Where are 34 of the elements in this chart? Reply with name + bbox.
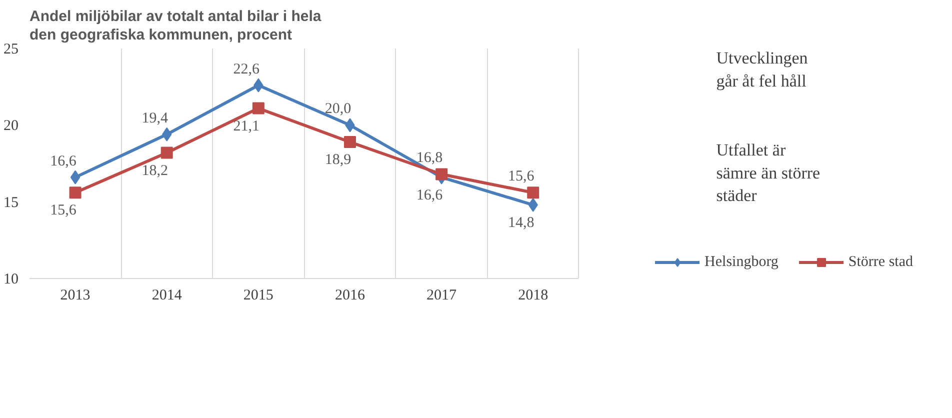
data-label: 15,6	[508, 168, 535, 185]
data-label: 16,6	[50, 153, 77, 170]
point	[70, 170, 80, 184]
data-label: 18,2	[142, 162, 168, 179]
x-tick-label: 2018	[518, 288, 548, 304]
legend-label: Större stad	[848, 254, 913, 270]
x-tick-label: 2014	[152, 288, 182, 304]
data-label: 19,4	[142, 110, 168, 126]
chart-title: Andel miljöbilar av totalt antal bilar i hela den geografiska kommunen, procent	[30, 8, 322, 44]
point	[436, 168, 448, 180]
point	[160, 146, 173, 159]
data-label: 22,6	[233, 61, 260, 78]
data-label: 16,8	[416, 150, 443, 166]
point	[252, 102, 264, 114]
x-tick-label: 2013	[60, 288, 90, 304]
data-label: 15,6	[50, 202, 77, 219]
text: Utvecklingen går åt fel håll	[716, 48, 808, 90]
data-label: 21,1	[233, 118, 260, 134]
y-tick-label: 20	[4, 118, 18, 134]
data-label: 16,6	[416, 187, 444, 204]
y-tick-label: 15	[4, 194, 18, 211]
y-tick-label: 10	[4, 272, 18, 288]
x-tick-label: 2016	[334, 288, 366, 304]
legend-label: Helsingborg	[704, 254, 778, 270]
text: Utfallet är sämre än större städer	[716, 140, 820, 206]
point	[344, 136, 356, 148]
point	[69, 186, 82, 199]
x-tick-label: 2017	[426, 288, 458, 304]
data-label: 20,0	[324, 101, 352, 118]
x-tick-label: 2015	[243, 288, 274, 304]
data-label: 14,8	[508, 214, 534, 231]
point	[527, 186, 540, 199]
data-label: 18,9	[324, 152, 352, 168]
y-tick-label: 25	[4, 42, 18, 58]
